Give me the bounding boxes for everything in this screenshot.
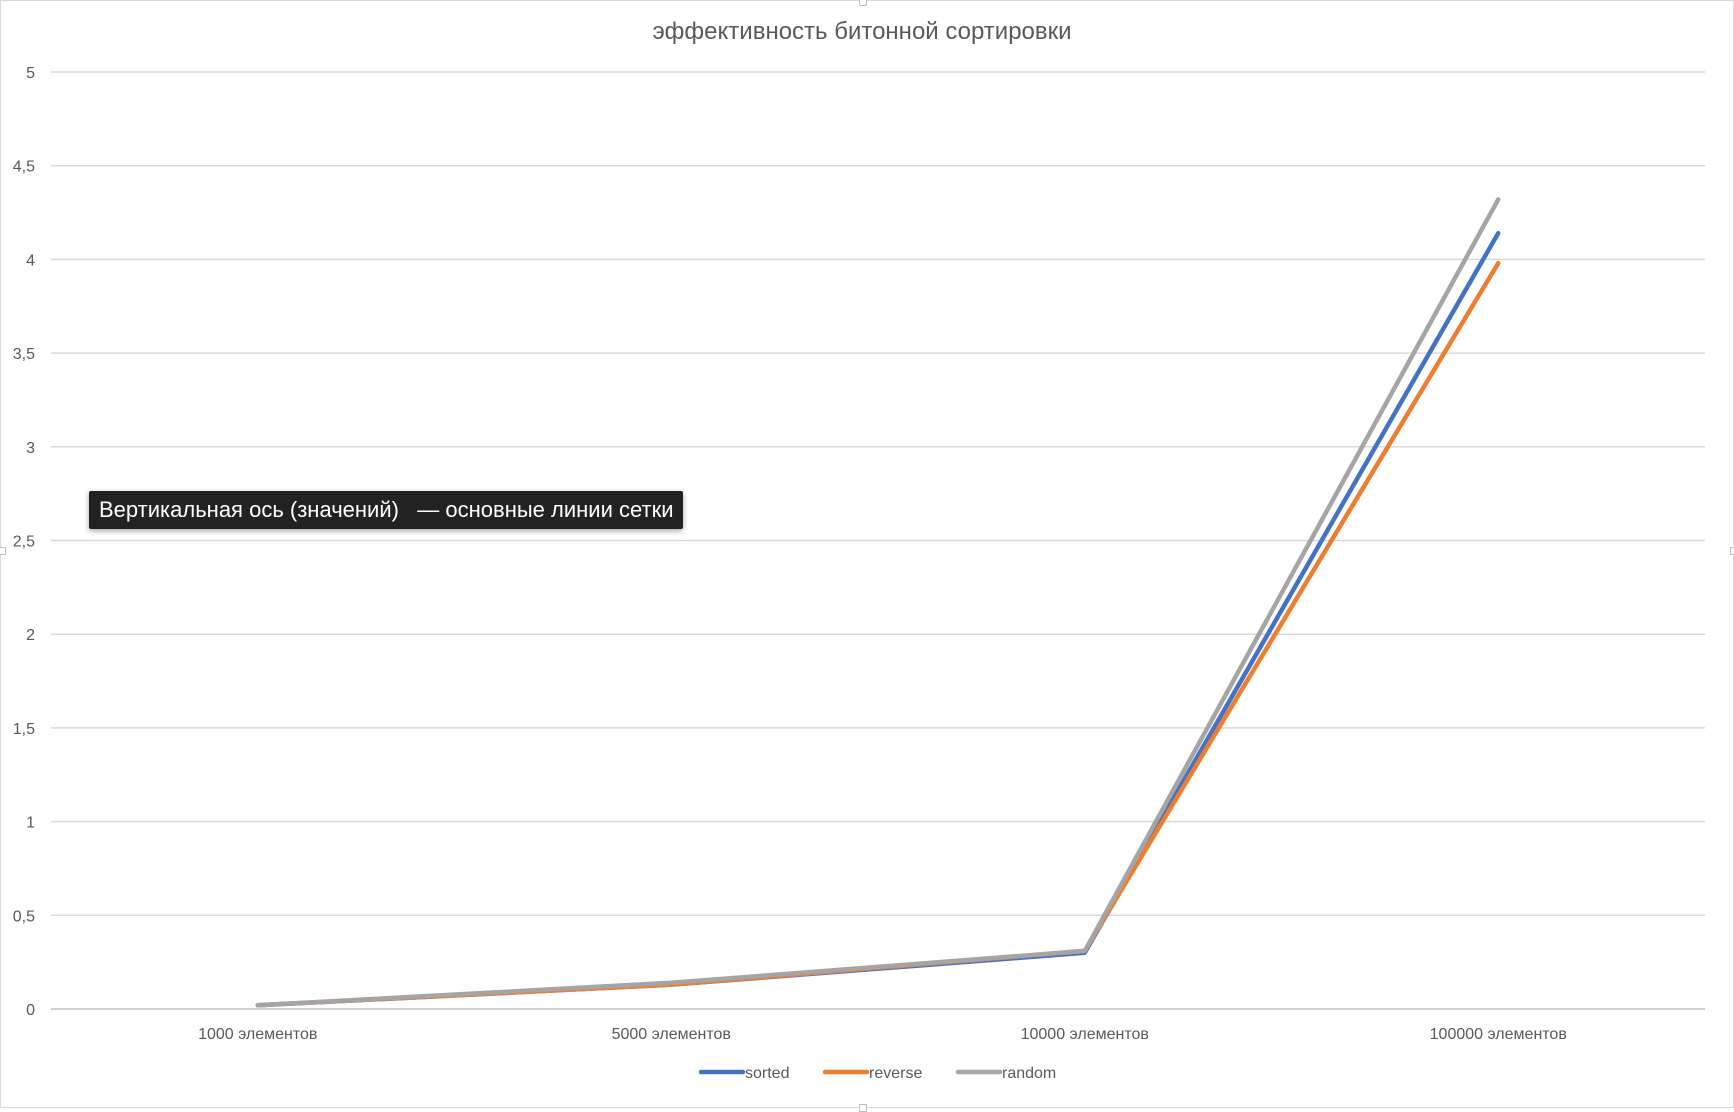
series-lines[interactable] — [255, 197, 1501, 1008]
resize-handle-right[interactable] — [1730, 547, 1734, 555]
axis-tooltip: Вертикальная ось (значений) — основные л… — [89, 491, 684, 529]
series-line-random[interactable] — [255, 197, 1501, 1008]
gridlines[interactable] — [51, 71, 1705, 1010]
resize-handle-left[interactable] — [0, 547, 6, 555]
y-axis-tick-labels[interactable]: 0 0,5 1 1,5 2 2,5 3 3,5 4 4,5 5 — [13, 65, 35, 1019]
y-tick-label: 4,5 — [13, 159, 35, 176]
y-tick-label: 5 — [26, 65, 35, 82]
x-tick-label: 5000 элементов — [612, 1026, 731, 1043]
y-tick-label: 1 — [26, 815, 35, 832]
legend-label-random: random — [1002, 1065, 1056, 1082]
y-tick-label: 0 — [26, 1002, 35, 1019]
y-tick-label: 0,5 — [13, 908, 35, 925]
chart-title: эффективность битонной сортировки — [652, 18, 1071, 45]
y-tick-label: 1,5 — [13, 721, 35, 738]
resize-handle-top[interactable] — [859, 0, 867, 6]
y-tick-label: 3 — [26, 440, 35, 457]
legend-label-sorted: sorted — [745, 1065, 789, 1082]
y-tick-label: 2,5 — [13, 534, 35, 551]
y-tick-label: 3,5 — [13, 346, 35, 363]
series-line-sorted[interactable] — [255, 230, 1501, 1008]
x-tick-label: 100000 элементов — [1430, 1026, 1567, 1043]
legend-label-reverse: reverse — [869, 1065, 922, 1082]
legend[interactable]: sorted reverse random — [698, 1065, 1056, 1082]
x-axis-tick-labels[interactable]: 1000 элементов 5000 элементов 10000 элемен… — [198, 1026, 1567, 1043]
x-tick-label: 10000 элементов — [1021, 1026, 1149, 1043]
y-tick-label: 2 — [26, 627, 35, 644]
resize-handle-bottom[interactable] — [859, 1104, 867, 1112]
x-tick-label: 1000 элементов — [198, 1026, 317, 1043]
y-tick-label: 4 — [26, 252, 35, 269]
